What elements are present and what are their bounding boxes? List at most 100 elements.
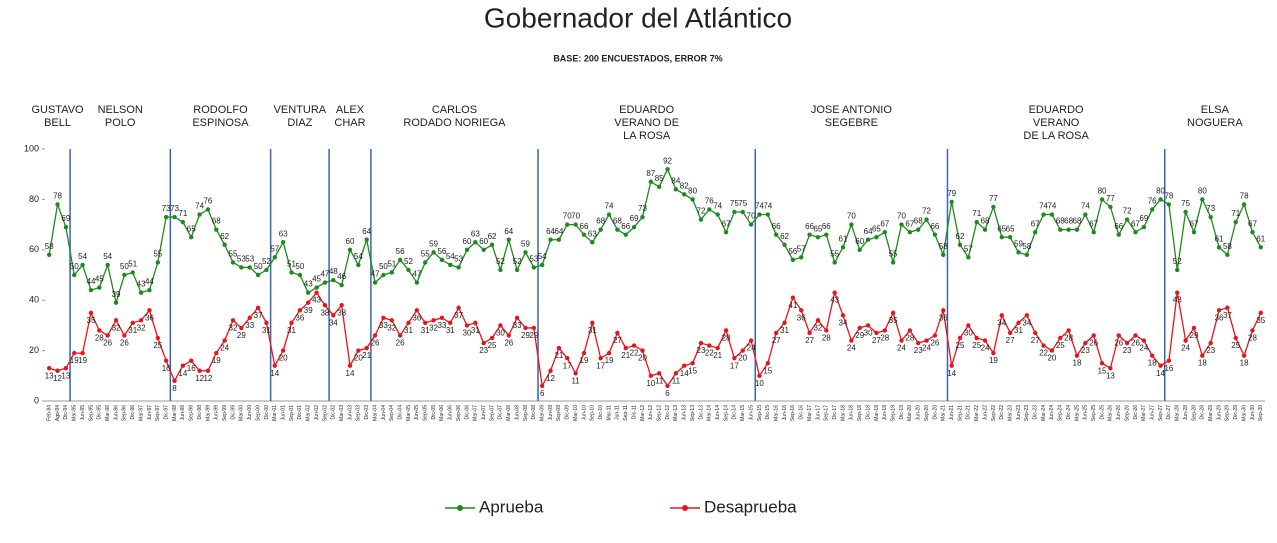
point <box>648 373 654 378</box>
value-label: 14 <box>947 369 956 378</box>
point <box>88 287 94 293</box>
x-tick-label: Jun-19 <box>882 405 888 421</box>
x-tick-label: Dic-03 <box>364 405 370 420</box>
x-tick-label: Dic-10 <box>598 405 604 420</box>
point <box>197 368 202 373</box>
value-label: 65 <box>1006 224 1015 233</box>
value-label: 31 <box>446 326 455 335</box>
chart-title: Gobernador del Atlántico <box>484 2 792 33</box>
value-label: 57 <box>964 244 973 253</box>
point <box>63 224 69 230</box>
point <box>765 361 771 366</box>
value-label: 29 <box>237 331 246 340</box>
point <box>606 212 612 217</box>
value-label: 55 <box>830 250 839 259</box>
value-label: 32 <box>429 323 438 332</box>
value-label: 19 <box>78 356 87 365</box>
period-label: SEGEBRE <box>825 117 878 129</box>
value-label: 64 <box>504 227 513 236</box>
point <box>707 207 712 212</box>
value-label: 26 <box>504 339 513 348</box>
value-label: 76 <box>203 197 212 206</box>
value-label: 45 <box>95 275 104 284</box>
x-tick-label: Mar-29 <box>1208 405 1214 421</box>
x-tick-label: Mar-30 <box>1241 405 1247 421</box>
x-tick-label: Jun-29 <box>1216 405 1222 421</box>
point <box>138 318 144 323</box>
x-tick-label: Dic-00 <box>264 405 270 420</box>
value-label: 67 <box>1190 219 1199 228</box>
point <box>1141 338 1147 343</box>
x-tick-label: Mar-05 <box>406 405 412 421</box>
x-tick-label: Sep-97 <box>155 405 161 421</box>
x-tick-label: Sep-95 <box>88 405 94 421</box>
value-label: 31 <box>588 326 597 335</box>
value-label: 47 <box>412 270 421 279</box>
value-label: 24 <box>847 344 856 353</box>
point <box>381 272 386 278</box>
point <box>1141 224 1147 230</box>
x-tick-label: Mar-11 <box>606 405 612 421</box>
point <box>464 323 470 328</box>
value-label: 26 <box>120 339 129 348</box>
point <box>1033 330 1038 336</box>
value-label: 36 <box>295 313 304 322</box>
point <box>682 192 687 197</box>
point <box>180 363 186 368</box>
point <box>598 227 603 232</box>
point <box>88 310 94 315</box>
point <box>782 320 787 326</box>
value-label: 31 <box>128 326 137 335</box>
value-label: 65 <box>997 224 1006 233</box>
x-tick-label: Dic-09 <box>565 405 571 420</box>
point <box>932 333 938 338</box>
legend-marker <box>457 505 463 511</box>
value-label: 58 <box>1223 242 1232 251</box>
value-label: 16 <box>187 364 196 373</box>
point <box>957 242 963 247</box>
period-label: JOSE ANTONIO <box>811 104 893 116</box>
x-tick-label: Jun-28 <box>1183 405 1189 421</box>
x-tick-label: Dic-02 <box>331 405 337 420</box>
y-tick-label: 0 <box>34 395 39 405</box>
period-label: GUSTAVO <box>31 104 84 116</box>
legend-label: Aprueba <box>479 497 544 516</box>
point <box>698 340 704 346</box>
x-tick-label: Dic-07 <box>498 405 504 420</box>
value-label: 28 <box>722 334 731 343</box>
point <box>565 355 570 361</box>
x-tick-label: Jun-27 <box>1150 405 1156 421</box>
x-tick-label: Mar-98 <box>172 405 178 421</box>
value-label: 11 <box>655 376 664 385</box>
x-tick-label: Sep-11 <box>623 405 629 421</box>
value-label: 36 <box>412 313 421 322</box>
value-label: 73 <box>638 204 647 213</box>
x-tick-label: Dic-96 <box>130 405 136 420</box>
x-tick-label: Jun-30 <box>1250 405 1256 421</box>
value-label: 52 <box>1173 257 1182 266</box>
x-tick-label: Sep-02 <box>322 405 328 421</box>
value-label: 20 <box>738 354 747 363</box>
value-label: 80 <box>1156 187 1165 196</box>
point <box>1074 353 1080 358</box>
value-label: 21 <box>362 351 371 360</box>
x-tick-label: Dic-95 <box>97 405 103 420</box>
point <box>230 260 236 265</box>
point <box>598 355 603 361</box>
point <box>1200 197 1205 202</box>
point <box>280 348 286 353</box>
period-label: RODOLFO <box>193 104 248 116</box>
point <box>832 290 837 295</box>
point <box>1241 353 1247 358</box>
value-label: 41 <box>788 301 797 310</box>
x-tick-label: Dic-15 <box>765 405 771 420</box>
period-label: POLO <box>105 117 136 129</box>
value-label: 23 <box>479 346 488 355</box>
point <box>255 272 261 278</box>
value-label: 19 <box>605 356 614 365</box>
value-label: 64 <box>864 227 873 236</box>
value-label: 18 <box>1198 359 1207 368</box>
value-label: 63 <box>471 229 480 238</box>
x-tick-label: Mar-09 <box>540 405 546 421</box>
point <box>1074 227 1080 232</box>
